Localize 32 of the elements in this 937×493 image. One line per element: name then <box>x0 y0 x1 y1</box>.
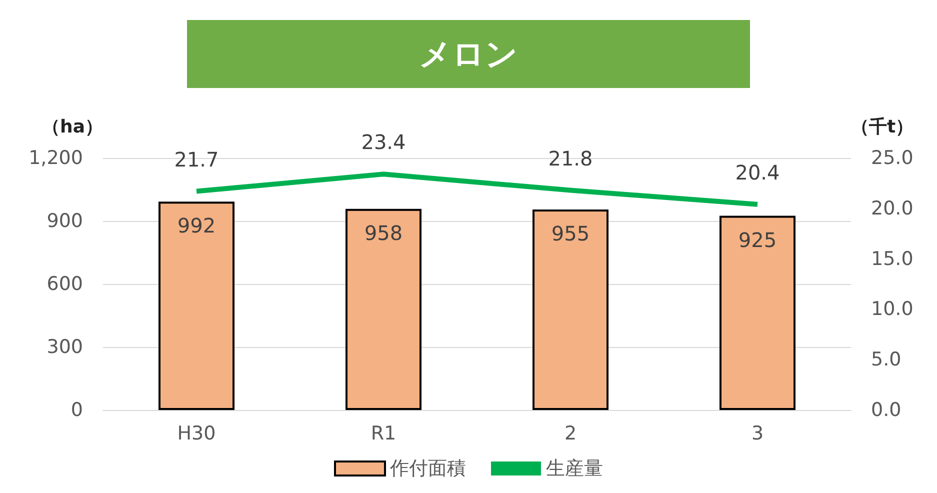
x-tick-label: R1 <box>370 422 396 444</box>
data-label: 23.4 <box>361 130 406 154</box>
x-tick-label: 2 <box>564 422 577 444</box>
bar <box>720 216 796 410</box>
y-tick-label: 900 <box>46 210 83 232</box>
bar <box>158 202 234 410</box>
bar <box>346 208 422 410</box>
y2-tick-label: 10.0 <box>871 298 914 320</box>
data-label: 992 <box>177 214 216 238</box>
chart-title: メロン <box>419 35 518 73</box>
bar <box>532 209 608 410</box>
y-tick-label: 1,200 <box>28 147 83 169</box>
y2-tick-label: 25.0 <box>871 147 914 169</box>
legend-label: 生産量 <box>546 458 603 480</box>
y2-tick-label: 5.0 <box>871 348 902 371</box>
data-label: 955 <box>551 221 590 246</box>
y-tick-label: 0 <box>70 399 83 421</box>
data-label: 21.8 <box>548 146 593 170</box>
x-tick-label: 3 <box>751 422 764 444</box>
data-label: 21.7 <box>174 147 219 172</box>
y2-tick-label: 0.0 <box>871 399 902 421</box>
y-axis-title: （ha） <box>42 116 103 138</box>
x-tick-label: H30 <box>177 422 216 444</box>
y2-tick-label: 20.0 <box>871 197 914 220</box>
data-label: 925 <box>738 228 777 252</box>
legend-label: 作付面積 <box>389 458 466 480</box>
y-tick-label: 600 <box>46 273 83 295</box>
data-label: 20.4 <box>735 160 780 184</box>
data-label: 958 <box>364 220 403 245</box>
y2-axis-title: （千t） <box>851 116 914 138</box>
y2-tick-label: 15.0 <box>871 248 914 270</box>
y-tick-label: 300 <box>46 336 83 358</box>
